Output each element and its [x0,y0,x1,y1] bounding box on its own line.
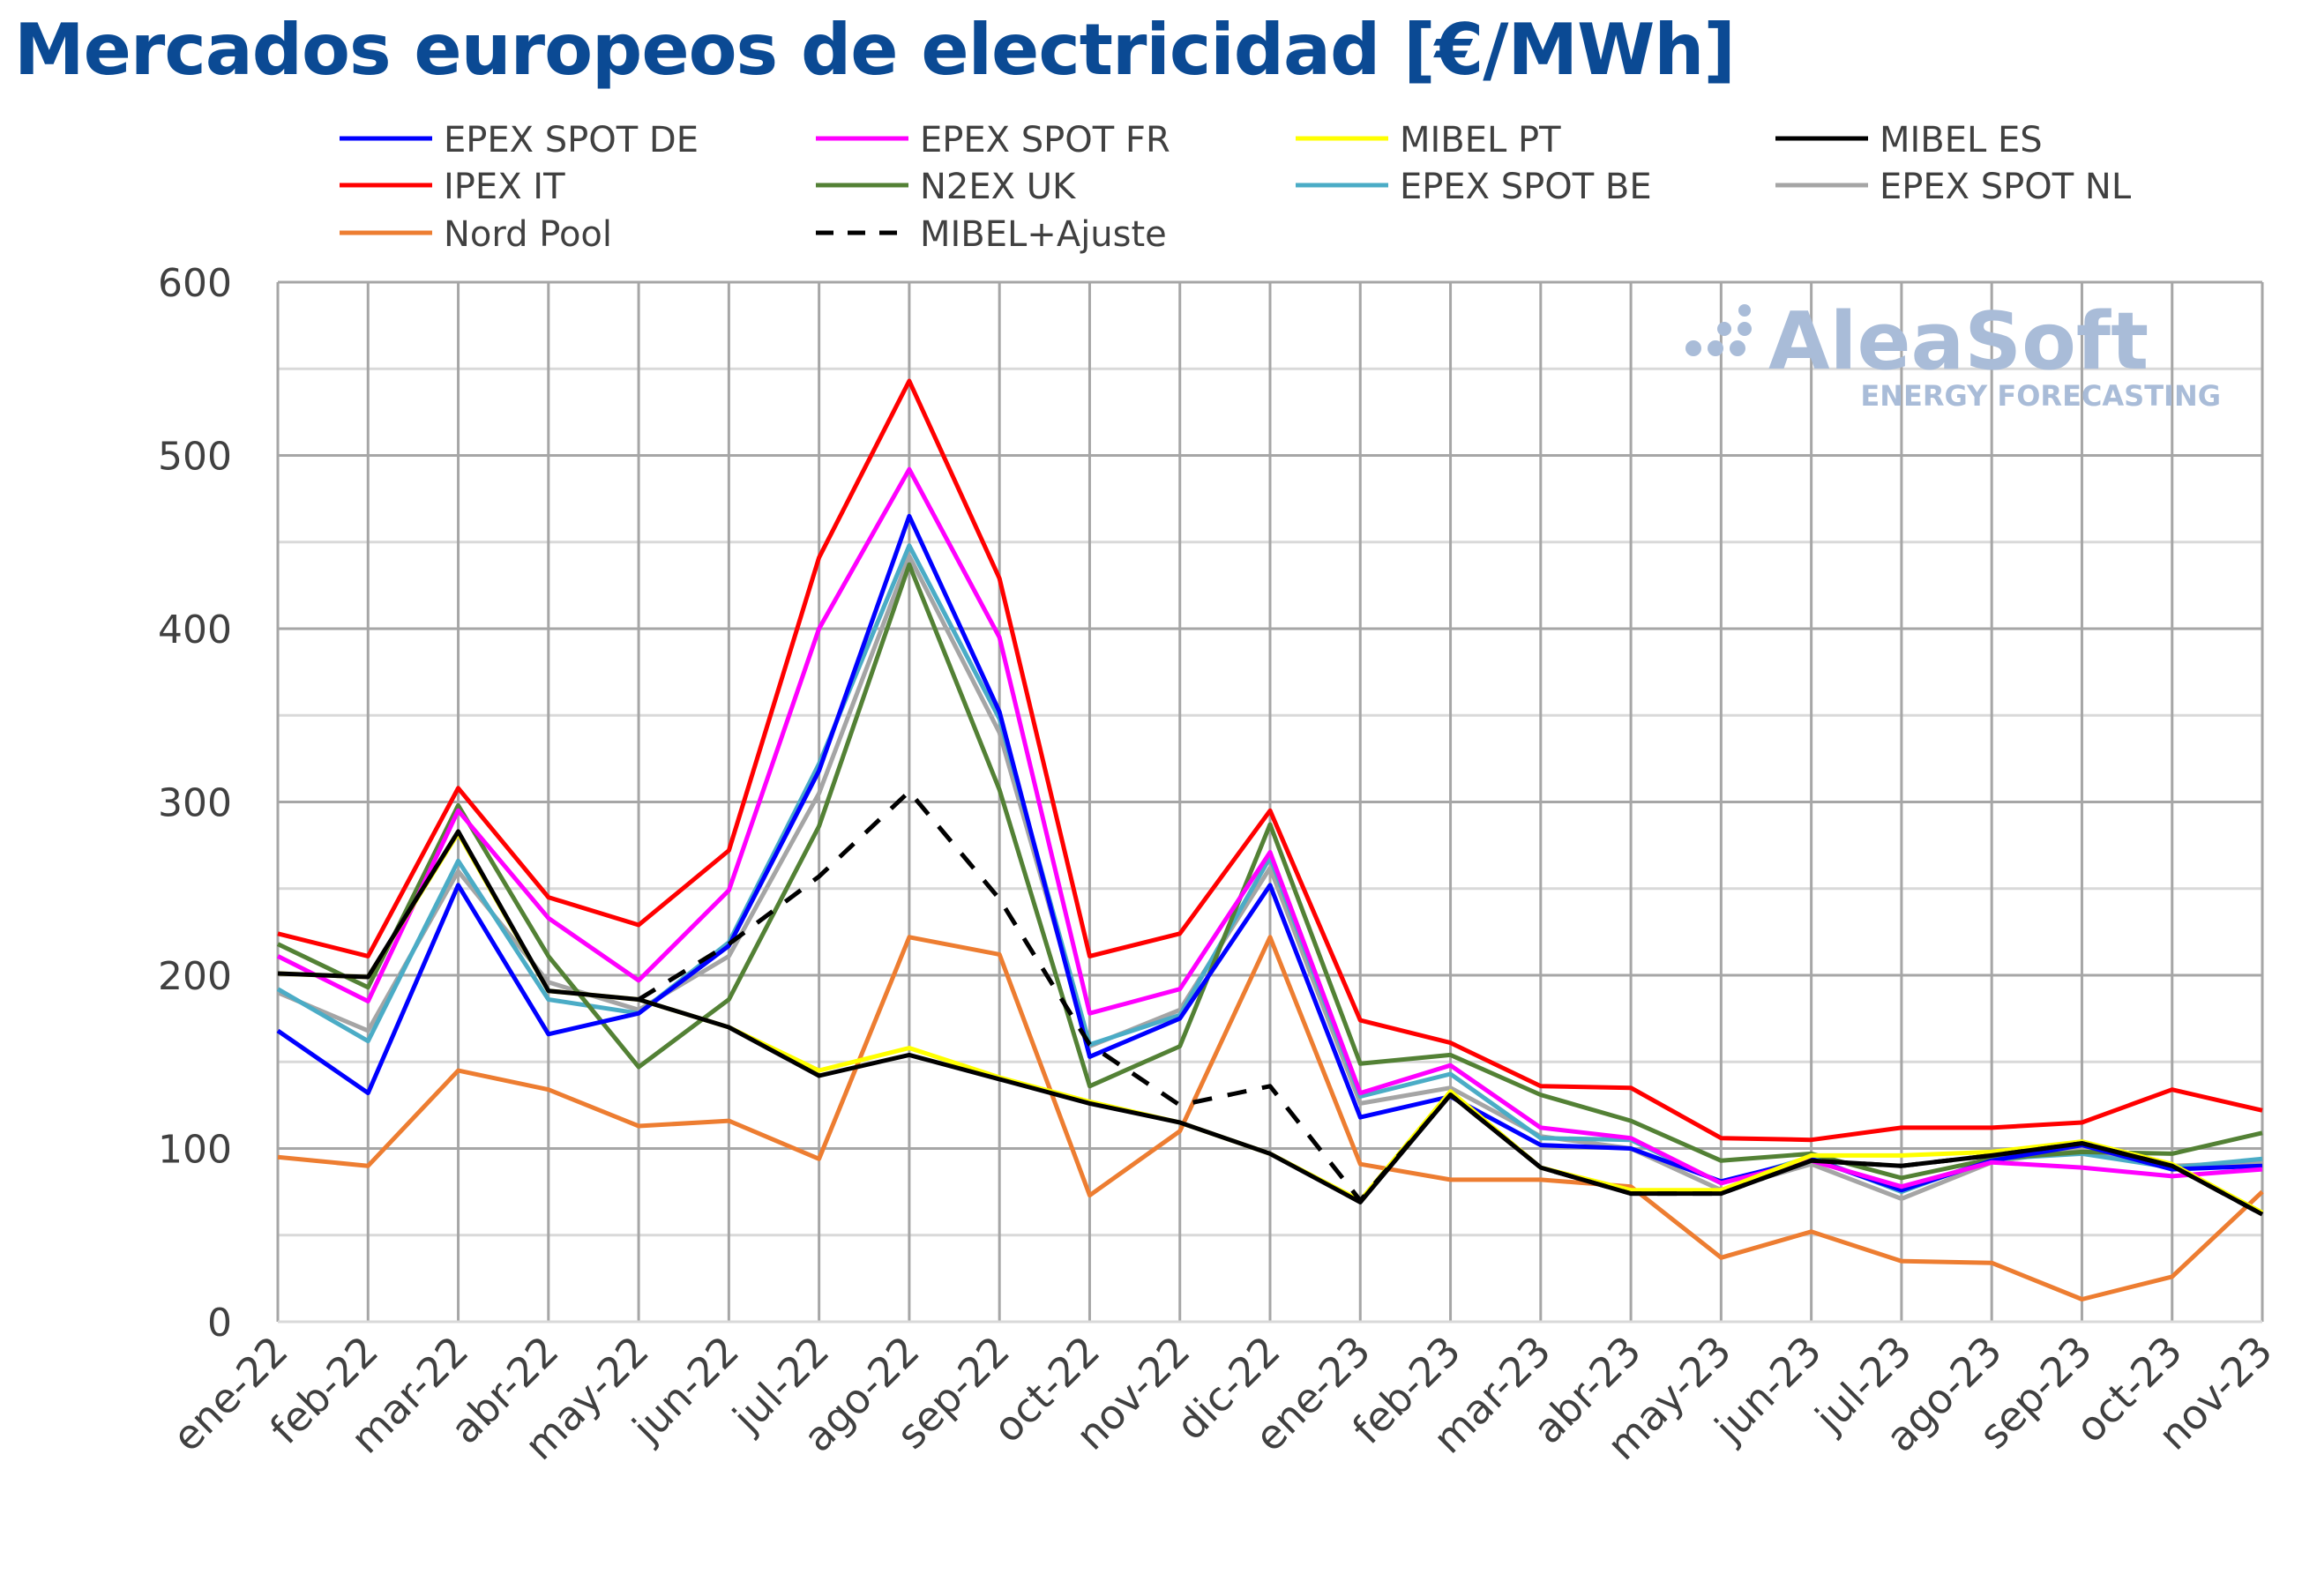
legend-item: EPEX SPOT DE [340,120,699,160]
logo-dot-icon [1717,322,1731,336]
logo-tagline: ENERGY FORECASTING [1860,379,2221,413]
logo-dot-icon [1730,340,1745,356]
chart-title: Mercados europeos de electricidad [€/MWh… [14,9,1736,91]
series-line-mibel-ajuste [637,789,2264,1217]
y-tick-label: 500 [158,435,232,480]
legend-label: MIBEL ES [1880,120,2043,160]
y-tick-label: 600 [158,261,232,306]
legend-label: MIBEL PT [1400,120,1561,160]
series-line-mibel-es [277,829,2264,1217]
logo-dot-icon [1685,340,1701,356]
legend-label: EPEX SPOT NL [1880,167,2132,207]
series-line-epex-spot-fr [276,466,2263,1190]
legend-label: Nord Pool [444,214,612,255]
logo-name: AleaSoft [1768,295,2149,388]
legend-item: Nord Pool [340,214,612,255]
legend-item: EPEX SPOT BE [1296,167,1652,207]
y-tick-label: 400 [158,608,232,653]
y-tick-label: 0 [207,1301,232,1346]
logo-dot-icon [1738,304,1751,317]
logo-dot-icon [1708,340,1723,356]
legend-label: EPEX SPOT FR [920,120,1170,160]
y-tick-label: 200 [158,954,232,999]
legend-item: MIBEL+Ajuste [816,214,1167,255]
series-line-ipex-it [277,378,2263,1143]
series-line-nord-pool [277,935,2264,1301]
legend-label: EPEX SPOT DE [444,120,699,160]
legend-item: MIBEL PT [1296,120,1561,160]
legend-item: N2EX UK [816,167,1077,207]
legend-label: IPEX IT [444,167,565,207]
legend-item: MIBEL ES [1775,120,2043,160]
legend-label: N2EX UK [920,167,1077,207]
series-line-epex-spot-nl [277,554,2263,1201]
logo-dot-icon [1738,322,1752,336]
legend-item: IPEX IT [340,167,565,207]
legend-item: EPEX SPOT NL [1775,167,2132,207]
legend-label: EPEX SPOT BE [1400,167,1652,207]
y-tick-label: 300 [158,781,232,826]
series-line-n2ex-uk [276,562,2263,1181]
legend-item: EPEX SPOT FR [816,120,1170,160]
legend-label: MIBEL+Ajuste [920,214,1167,255]
x-tick-label: ene-22 [163,1327,297,1461]
y-tick-label: 100 [158,1128,232,1173]
